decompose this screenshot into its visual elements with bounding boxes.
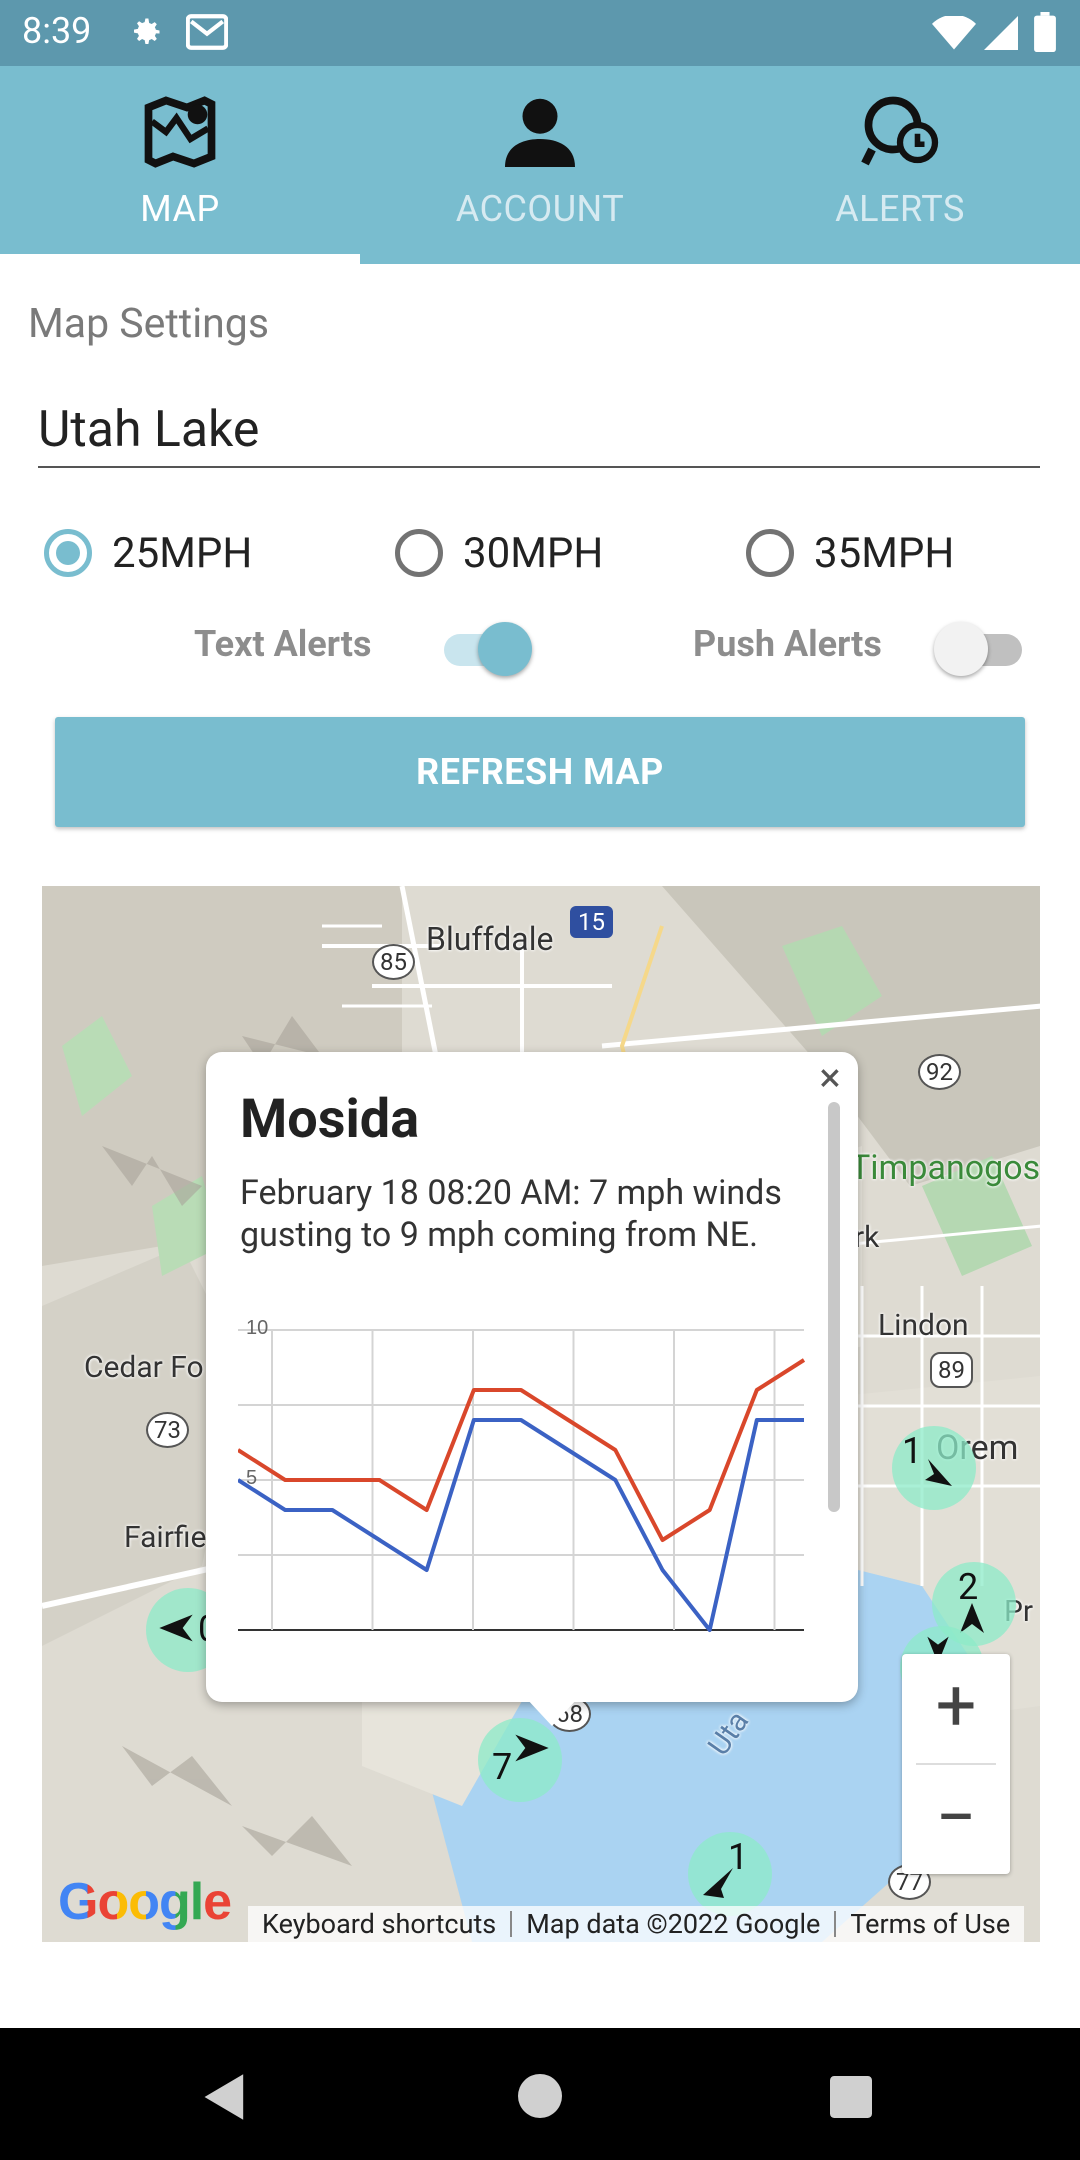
route-73-shield: 73 — [146, 1412, 189, 1448]
radio-30mph-label: 30MPH — [463, 528, 604, 578]
wind-chart: 10 5 — [238, 1317, 806, 1632]
text-alerts-label: Text Alerts — [194, 623, 372, 665]
station-name: Mosida — [240, 1088, 420, 1151]
wind-arrow-icon — [515, 1734, 549, 1762]
back-icon[interactable] — [202, 2072, 248, 2122]
push-alerts-label: Push Alerts — [693, 623, 882, 665]
map-label-cedar-fort: Cedar Fo — [84, 1350, 204, 1385]
map-attribution: Keyboard shortcuts Map data ©2022 Google… — [248, 1906, 1025, 1942]
status-bar: 8:39 — [0, 0, 1080, 66]
station-info-window: × Mosida February 18 08:20 AM: 7 mph win… — [206, 1052, 858, 1726]
alert-clock-icon — [861, 96, 939, 166]
attribution-separator — [510, 1911, 513, 1937]
route-85-shield: 85 — [372, 944, 415, 980]
wind-marker-value: 1 — [940, 1626, 941, 1627]
close-icon[interactable]: × — [819, 1054, 841, 1101]
wind-marker-orem[interactable]: 1 — [892, 1426, 976, 1510]
radio-25mph[interactable]: 25MPH — [44, 520, 252, 586]
route-89-shield: 89 — [930, 1352, 973, 1388]
map-label-lindon: Lindon — [878, 1308, 969, 1343]
tab-map-label: MAP — [140, 188, 220, 230]
station-wind-description: February 18 08:20 AM: 7 mph winds gustin… — [240, 1173, 782, 1255]
tab-map[interactable]: MAP — [0, 66, 360, 264]
tab-bar: MAP ACCOUNT ALERTS — [0, 66, 1080, 264]
gmail-icon — [186, 14, 228, 50]
map-label-park: rk — [854, 1220, 880, 1255]
system-nav-bar — [0, 2028, 1080, 2160]
location-input[interactable] — [38, 394, 1040, 468]
radio-30mph[interactable]: 30MPH — [395, 520, 603, 586]
zoom-controls: + − — [902, 1654, 1010, 1874]
wind-marker-value: 1 — [728, 1836, 749, 1878]
wind-marker-value: 2 — [958, 1566, 979, 1608]
route-92-shield: 92 — [918, 1054, 961, 1090]
keyboard-shortcuts-link[interactable]: Keyboard shortcuts — [262, 1908, 497, 1940]
tab-alerts[interactable]: ALERTS — [720, 66, 1080, 264]
push-alerts-toggle[interactable] — [934, 622, 1022, 676]
zoom-out-button[interactable]: − — [935, 1775, 977, 1860]
terms-of-use-link[interactable]: Terms of Use — [850, 1908, 1011, 1940]
push-alerts-thumb — [934, 622, 988, 676]
i15-shield: 15 — [570, 906, 613, 938]
map-label-bluffdale: Bluffdale — [426, 920, 554, 958]
radio-35mph[interactable]: 35MPH — [746, 520, 954, 586]
signal-icon — [984, 16, 1018, 50]
wind-arrow-icon — [925, 1459, 952, 1486]
google-logo-text: Google — [58, 1873, 232, 1931]
info-window-scrollbar[interactable] — [828, 1102, 840, 1512]
wifi-icon — [932, 16, 976, 50]
wind-marker-value: 1 — [902, 1430, 923, 1472]
chart-series-line-1 — [238, 1418, 804, 1632]
chart-y-tick-label: 5 — [246, 1467, 257, 1489]
wind-arrow-icon — [960, 1603, 984, 1633]
wind-marker-value: 7 — [492, 1746, 513, 1788]
radio-25mph-circle — [44, 529, 92, 577]
text-alerts-toggle[interactable] — [444, 622, 532, 676]
radio-25mph-label: 25MPH — [112, 528, 253, 578]
home-icon[interactable] — [518, 2074, 562, 2118]
zoom-divider — [916, 1763, 996, 1765]
zoom-in-button[interactable]: + — [935, 1663, 977, 1748]
chart-y-tick-label: 10 — [246, 1317, 268, 1339]
wind-marker-mosida[interactable]: 7 — [478, 1718, 562, 1802]
map-label-timpanogos: Timpanogos — [850, 1148, 1040, 1188]
wind-marker-lake[interactable]: 1 — [688, 1832, 772, 1916]
chart-series-line-0 — [238, 1358, 806, 1542]
attribution-separator — [834, 1911, 837, 1937]
wind-arrow-icon — [927, 1636, 949, 1664]
google-logo: Google — [58, 1872, 232, 1932]
map-data-text: Map data ©2022 Google — [526, 1908, 821, 1940]
active-tab-indicator — [0, 254, 360, 264]
text-alerts-thumb — [478, 622, 532, 676]
map-settings-title: Map Settings — [28, 300, 269, 348]
battery-icon — [1034, 12, 1056, 52]
info-window-pointer — [526, 1698, 578, 1726]
account-icon — [505, 98, 575, 167]
radio-35mph-circle — [746, 529, 794, 577]
tab-account[interactable]: ACCOUNT — [360, 66, 720, 264]
wind-arrow-icon — [703, 1868, 733, 1898]
map-icon — [144, 96, 216, 168]
radio-30mph-circle — [395, 529, 443, 577]
status-time: 8:39 — [22, 10, 92, 52]
radio-35mph-label: 35MPH — [814, 528, 955, 578]
map-label-fairfield: Fairfie — [124, 1520, 207, 1555]
wind-arrow-icon — [159, 1614, 193, 1642]
recents-icon[interactable] — [830, 2076, 872, 2118]
settings-gear-icon — [134, 18, 160, 44]
tab-alerts-label: ALERTS — [835, 188, 965, 230]
tab-account-label: ACCOUNT — [455, 188, 625, 230]
refresh-map-button[interactable]: REFRESH MAP — [55, 717, 1025, 827]
